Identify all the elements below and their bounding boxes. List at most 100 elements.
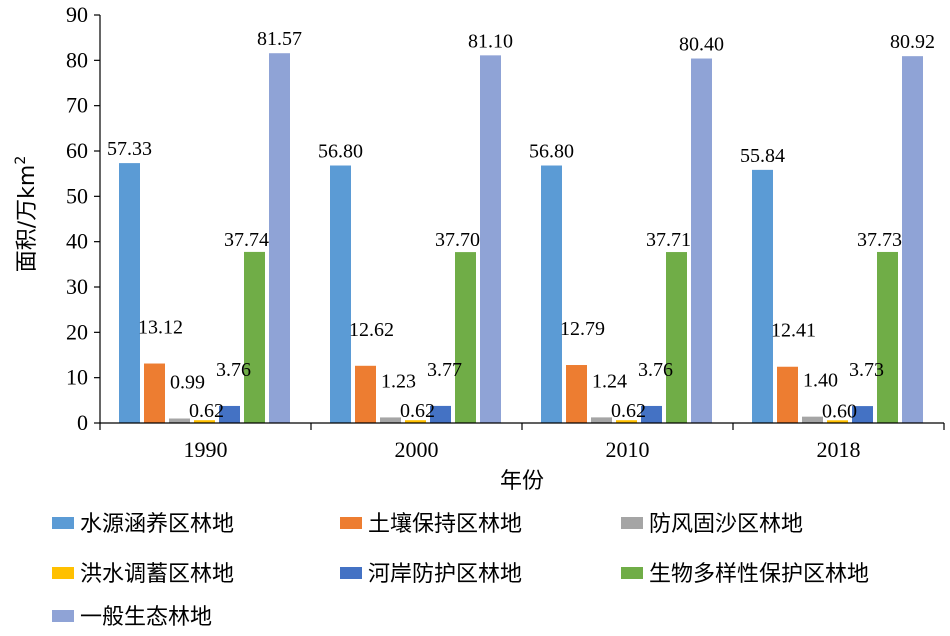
y-tick-label: 70: [66, 93, 88, 118]
bar: [827, 420, 848, 423]
bar: [852, 406, 873, 423]
legend-item: 洪水调蓄区林地: [52, 562, 234, 587]
y-tick-label: 80: [66, 47, 88, 72]
legend-swatch: [621, 517, 643, 529]
x-tick-label: 2000: [395, 437, 439, 462]
legend-swatch: [52, 610, 74, 622]
data-label: 0.62: [189, 400, 224, 422]
y-tick-label: 90: [66, 2, 88, 27]
data-label: 3.73: [849, 359, 884, 381]
y-tick-label: 0: [77, 410, 88, 435]
bar: [616, 420, 637, 423]
data-label: 37.73: [857, 229, 902, 251]
bar: [480, 55, 501, 423]
data-label: 55.84: [740, 145, 785, 167]
bar: [355, 365, 376, 423]
data-label: 3.77: [427, 359, 462, 381]
legend-label: 水源涵养区林地: [80, 512, 234, 537]
data-label: 81.10: [468, 30, 513, 52]
bar: [691, 58, 712, 424]
bar: [269, 53, 290, 423]
bar: [405, 420, 426, 423]
legend-label: 河岸防护区林地: [368, 562, 522, 587]
bar: [380, 417, 401, 423]
bar: [541, 165, 562, 424]
data-label: 3.76: [638, 359, 673, 381]
bar: [144, 363, 165, 423]
bars: [119, 53, 923, 424]
data-label: 56.80: [318, 141, 363, 163]
legend-label: 洪水调蓄区林地: [80, 562, 234, 587]
data-label: 0.60: [822, 400, 857, 422]
legend-label: 一般生态林地: [80, 605, 212, 630]
bar: [591, 417, 612, 423]
svg-text:面积/万km2: 面积/万km2: [13, 156, 40, 273]
data-label: 3.76: [216, 359, 251, 381]
legend-item: 防风固沙区林地: [621, 512, 803, 537]
legend-item: 河岸防护区林地: [340, 562, 522, 587]
bar: [430, 405, 451, 423]
data-labels: 57.33 56.80 56.80 55.84 13.12 12.62 12.79 12.41…: [107, 28, 935, 422]
legend-swatch: [340, 517, 362, 529]
data-label: 37.70: [435, 229, 480, 251]
y-axis-title-group: 面积/万km2: [13, 156, 40, 273]
y-tick-label: 20: [66, 319, 88, 344]
bar: [902, 56, 923, 424]
y-tick-label: 10: [66, 365, 88, 390]
bar: [802, 416, 823, 423]
data-label: 0.99: [170, 372, 205, 394]
bar: [777, 366, 798, 423]
data-label: 81.57: [257, 28, 302, 50]
data-label: 57.33: [107, 138, 152, 160]
data-label: 12.41: [771, 320, 816, 342]
y-tick-label: 60: [66, 138, 88, 163]
y-axis: 0 10 20 30 40 50 60 70 80 90: [66, 2, 101, 435]
bar: [877, 251, 898, 423]
legend-item: 一般生态林地: [52, 605, 212, 630]
bar: [194, 420, 215, 423]
legend-swatch: [52, 567, 74, 579]
legend-label: 生物多样性保护区林地: [649, 562, 869, 587]
bar: [641, 405, 662, 423]
bar: [566, 365, 587, 423]
y-tick-label: 50: [66, 183, 88, 208]
x-tick-label: 2010: [606, 437, 650, 462]
data-label: 1.24: [592, 370, 627, 392]
legend-item: 土壤保持区林地: [340, 512, 522, 537]
bar: [455, 252, 476, 423]
data-label: 12.62: [349, 319, 394, 341]
bar: [219, 405, 240, 423]
x-axis: 1990 2000 2010 2018: [99, 422, 945, 462]
bar: [119, 163, 140, 423]
y-axis-title-superscript: 2: [13, 156, 29, 165]
legend-label: 防风固沙区林地: [649, 512, 803, 537]
legend-label: 土壤保持区林地: [368, 512, 522, 537]
legend-item: 生物多样性保护区林地: [621, 562, 869, 587]
y-tick-label: 30: [66, 274, 88, 299]
legend-swatch: [52, 517, 74, 529]
bar: [169, 418, 190, 423]
x-axis-title: 年份: [500, 469, 544, 494]
bar: [666, 252, 687, 423]
y-tick-label: 40: [66, 229, 88, 254]
data-label: 12.79: [560, 318, 605, 340]
x-tick-label: 2018: [817, 437, 861, 462]
data-label: 80.92: [890, 31, 935, 53]
data-label: 13.12: [138, 317, 183, 339]
legend-item: 水源涵养区林地: [52, 512, 234, 537]
bar: [330, 165, 351, 424]
data-label: 0.62: [400, 400, 435, 422]
data-label: 56.80: [529, 141, 574, 163]
bar: [244, 251, 265, 423]
legend-swatch: [340, 567, 362, 579]
y-axis-title: 面积/万km: [15, 165, 40, 273]
data-label: 37.74: [224, 229, 269, 251]
x-tick-label: 1990: [184, 437, 228, 462]
bar: [752, 169, 773, 423]
data-label: 37.71: [646, 229, 691, 251]
data-label: 1.23: [381, 370, 416, 392]
data-label: 1.40: [803, 370, 838, 392]
data-label: 80.40: [679, 34, 724, 56]
